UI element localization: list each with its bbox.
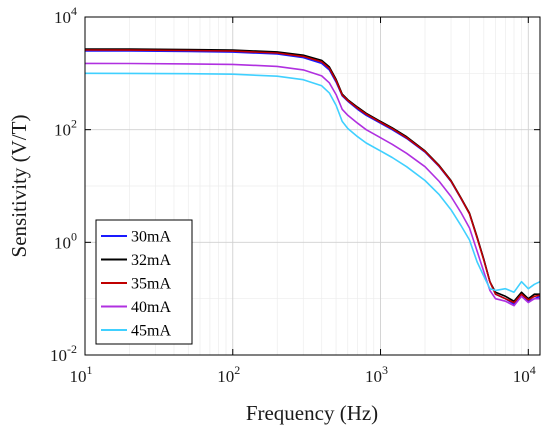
legend-label: 45mA — [131, 323, 171, 340]
x-tick-label: 103 — [365, 363, 388, 386]
x-tick-label: 104 — [513, 363, 536, 386]
axis-ticks — [84, 16, 540, 356]
x-tick-label: 102 — [217, 363, 240, 386]
legend-label: 35mA — [131, 276, 171, 293]
y-tick-label: 10-2 — [50, 342, 77, 365]
series-line-32mA — [84, 48, 540, 303]
legend-label: 32mA — [131, 252, 171, 269]
legend-label: 30mA — [131, 229, 171, 246]
y-axis-title: Sensitivity (V/T) — [7, 115, 31, 258]
plot-frame — [84, 16, 541, 356]
series-line-35mA — [84, 49, 541, 304]
series-line-45mA — [84, 72, 541, 294]
x-tick-label: 101 — [70, 363, 93, 386]
series-group — [84, 48, 541, 307]
y-tick-label: 102 — [54, 117, 77, 140]
legend: 30mA 32mA 35mA 40mA 45mA — [95, 219, 193, 345]
y-tick-labels: 10-2 100 102 104 — [50, 4, 77, 365]
series-line-40mA — [84, 62, 540, 307]
x-tick-labels: 101 102 103 104 — [70, 363, 536, 386]
y-tick-label: 100 — [54, 229, 77, 252]
y-tick-label: 104 — [54, 4, 77, 27]
legend-label: 40mA — [131, 299, 171, 316]
x-axis-title: Frequency (Hz) — [246, 401, 378, 425]
